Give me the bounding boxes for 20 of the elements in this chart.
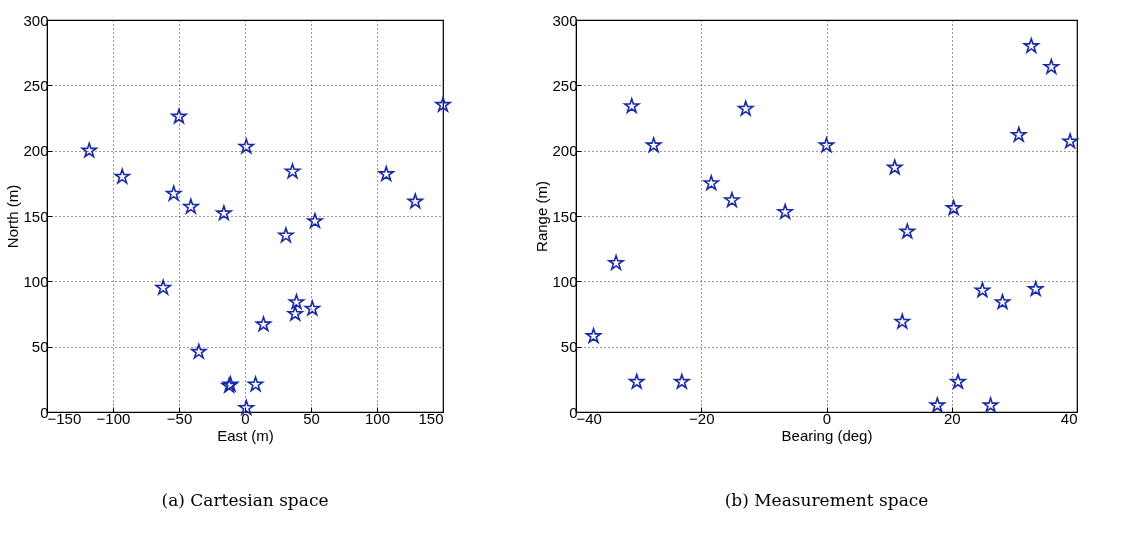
text: (b) Measurement space [724, 490, 929, 510]
x-tick-label: −150 [47, 409, 82, 427]
x-tick-label: 50 [303, 409, 320, 427]
x-tick-label: 40 [1060, 409, 1078, 427]
y-axis-title: Range (m) [533, 181, 551, 252]
y-tick-label: 300 [23, 11, 49, 29]
x-axis-title: East (m) [217, 426, 274, 444]
x-tick-label: 0 [822, 409, 832, 427]
x-tick-label: −40 [576, 409, 602, 427]
y-tick-label: 300 [552, 11, 578, 29]
x-tick-label: 0 [241, 409, 250, 427]
x-tick-label: 150 [418, 409, 444, 427]
x-tick-label: −50 [166, 409, 193, 427]
x-axis-title: Bearing (deg) [781, 426, 873, 444]
text: (a) Cartesian space [161, 490, 329, 510]
x-tick-label: −20 [689, 409, 715, 427]
y-axis-title: North (m) [4, 184, 22, 249]
x-tick-label: 100 [364, 409, 391, 427]
x-tick-label: −100 [96, 409, 131, 427]
x-tick-label: 20 [943, 409, 961, 427]
